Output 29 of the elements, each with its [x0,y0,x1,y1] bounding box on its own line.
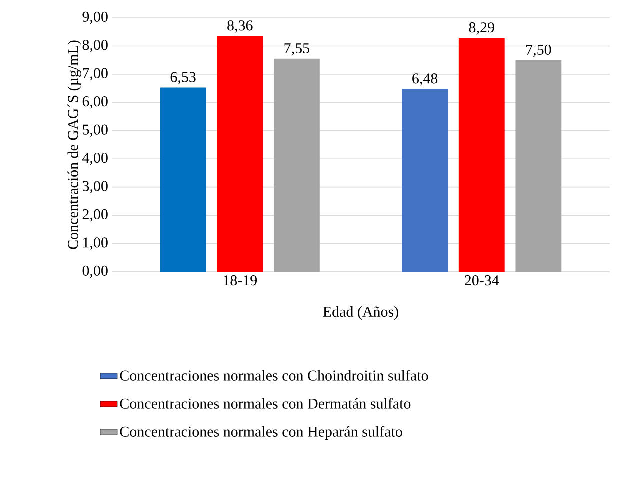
y-tick-label: 2,00 [82,209,108,222]
x-tick-label: 20-34 [465,276,500,286]
legend-label: Concentraciones normales con Heparán sulfato [120,426,402,440]
y-tick-label: 8,00 [82,40,108,52]
y-tick-label: 5,00 [83,124,108,138]
bar [516,60,562,272]
bar [458,38,505,272]
legend-label: Concentraciones normales con Dermatán sulfato [120,398,411,409]
y-tick-label: 0,00 [82,266,108,278]
data-label: 8,36 [228,20,253,33]
data-label: 7,55 [284,44,310,56]
data-label: 6,48 [412,74,438,86]
x-axis-title: Edad (Años) [323,306,398,320]
bar [274,58,320,272]
y-tick-label: 3,00 [82,181,108,194]
bar [217,36,264,272]
data-label: 8,29 [469,22,494,35]
legend-label: Concentraciones normales con Choindroitin sulfato [120,370,428,381]
y-axis-title: Concentración de GAG´S (µg/mL) [68,40,82,250]
x-tick-label: 18-19 [224,276,258,286]
y-tick-label: 7,00 [83,68,108,81]
bar [160,88,206,272]
y-tick-label: 6,00 [82,96,108,109]
y-tick-label: 4,00 [82,152,108,166]
y-tick-label: 1,00 [84,238,108,250]
data-label: 7,50 [526,44,552,58]
y-tick-label: 9,00 [82,12,108,24]
bar [402,89,448,272]
data-label: 6,53 [170,72,196,85]
